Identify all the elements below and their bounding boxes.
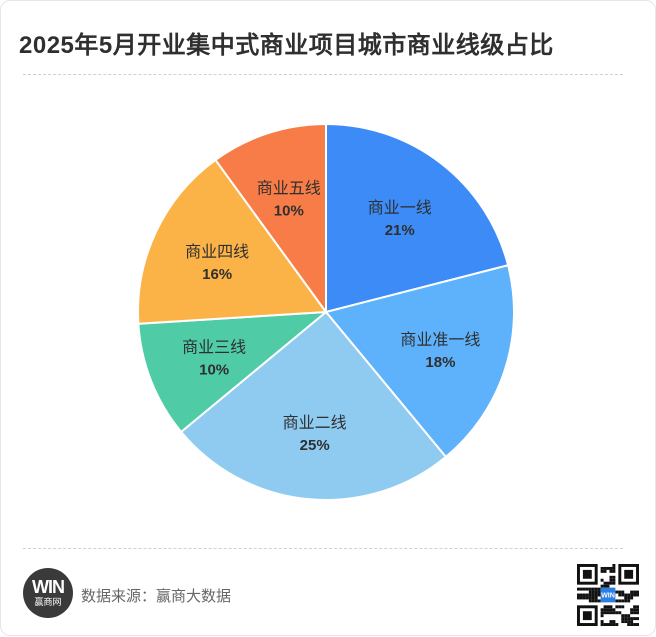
slice-label: 商业四线 xyxy=(185,243,249,261)
slice-percentage: 10% xyxy=(199,361,229,378)
qr-code-icon: WIN xyxy=(577,564,639,626)
slice-percentage: 10% xyxy=(274,203,304,220)
pie-slice xyxy=(324,264,515,459)
slice-label: 商业五线 xyxy=(257,180,321,198)
title-divider xyxy=(23,74,623,75)
slice-percentage: 25% xyxy=(300,437,330,454)
pie-slice xyxy=(137,158,328,325)
slice-label: 商业二线 xyxy=(283,414,347,432)
logo-mark: WIN xyxy=(32,577,65,597)
slice-percentage: 16% xyxy=(202,266,232,283)
slice-label: 商业准一线 xyxy=(400,331,480,349)
slice-label: 商业一线 xyxy=(368,199,432,217)
chart-title: 2025年5月开业集中式商业项目城市商业线级占比 xyxy=(19,32,554,59)
logo-name: 赢商网 xyxy=(34,597,62,607)
slice-label: 商业三线 xyxy=(182,338,246,356)
slice-percentage: 18% xyxy=(425,354,455,371)
pie-slice xyxy=(325,122,510,314)
footer-divider xyxy=(23,548,623,549)
pie-slice xyxy=(137,310,330,434)
qr-center-mark: WIN xyxy=(601,592,615,600)
pie-slice xyxy=(179,310,448,501)
data-source-text: 数据来源：赢商大数据 xyxy=(81,588,232,605)
pie-slice xyxy=(214,122,327,316)
slice-percentage: 21% xyxy=(385,222,415,239)
winshang-logo: WIN 赢商网 xyxy=(23,568,73,618)
